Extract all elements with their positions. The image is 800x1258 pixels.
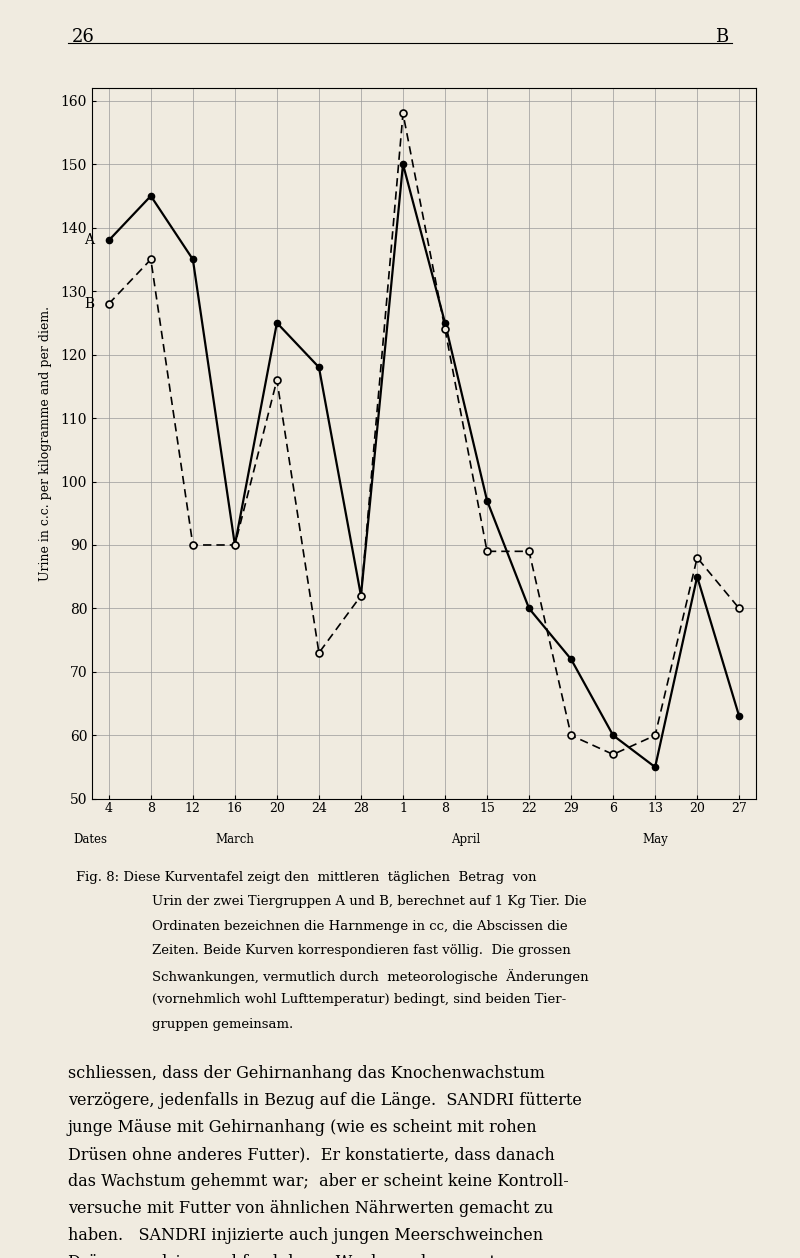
Text: B: B	[714, 28, 728, 45]
Text: haben.   SANDRI injizierte auch jungen Meerschweinchen: haben. SANDRI injizierte auch jungen Mee…	[68, 1228, 543, 1244]
Text: schliessen, dass der Gehirnanhang das Knochenwachstum: schliessen, dass der Gehirnanhang das Kn…	[68, 1064, 545, 1082]
Text: Drüsen ohne anderes Futter).  Er konstatierte, dass danach: Drüsen ohne anderes Futter). Er konstati…	[68, 1146, 554, 1164]
Text: versuche mit Futter von ähnlichen Nährwerten gemacht zu: versuche mit Futter von ähnlichen Nährwe…	[68, 1200, 554, 1218]
Y-axis label: Urine in c.c. per kilogramme and per diem.: Urine in c.c. per kilogramme and per die…	[39, 306, 52, 581]
Text: Zeiten. Beide Kurven korrespondieren fast völlig.  Die grossen: Zeiten. Beide Kurven korrespondieren fas…	[152, 944, 570, 957]
Text: Ordinaten bezeichnen die Harnmenge in cc, die Abscissen die: Ordinaten bezeichnen die Harnmenge in cc…	[152, 920, 568, 932]
Text: March: March	[215, 833, 254, 845]
Text: A: A	[84, 234, 94, 248]
Text: April: April	[451, 833, 481, 845]
Text: (vornehmlich wohl Lufttemperatur) bedingt, sind beiden Tier-: (vornehmlich wohl Lufttemperatur) beding…	[152, 994, 566, 1006]
Text: Urin der zwei Tiergruppen A und B, berechnet auf 1 Kg Tier. Die: Urin der zwei Tiergruppen A und B, berec…	[152, 896, 586, 908]
Text: verzögere, jedenfalls in Bezug auf die Länge.  SANDRI fütterte: verzögere, jedenfalls in Bezug auf die L…	[68, 1092, 582, 1110]
Text: Drüsenemulsion und fand deren Wuchs verlangsamt.: Drüsenemulsion und fand deren Wuchs verl…	[68, 1254, 501, 1258]
Text: Schwankungen, vermutlich durch  meteorologische  Änderungen: Schwankungen, vermutlich durch meteorolo…	[152, 969, 589, 984]
Text: junge Mäuse mit Gehirnanhang (wie es scheint mit rohen: junge Mäuse mit Gehirnanhang (wie es sch…	[68, 1120, 538, 1136]
Text: May: May	[642, 833, 668, 845]
Text: 26: 26	[72, 28, 95, 45]
Text: das Wachstum gehemmt war;  aber er scheint keine Kontroll-: das Wachstum gehemmt war; aber er schein…	[68, 1172, 569, 1190]
Text: Dates: Dates	[74, 833, 107, 845]
Text: gruppen gemeinsam.: gruppen gemeinsam.	[152, 1018, 294, 1030]
Text: B: B	[84, 297, 94, 311]
Text: Fig. 8: Diese Kurventafel zeigt den  mittleren  täglichen  Betrag  von: Fig. 8: Diese Kurventafel zeigt den mitt…	[76, 871, 537, 883]
